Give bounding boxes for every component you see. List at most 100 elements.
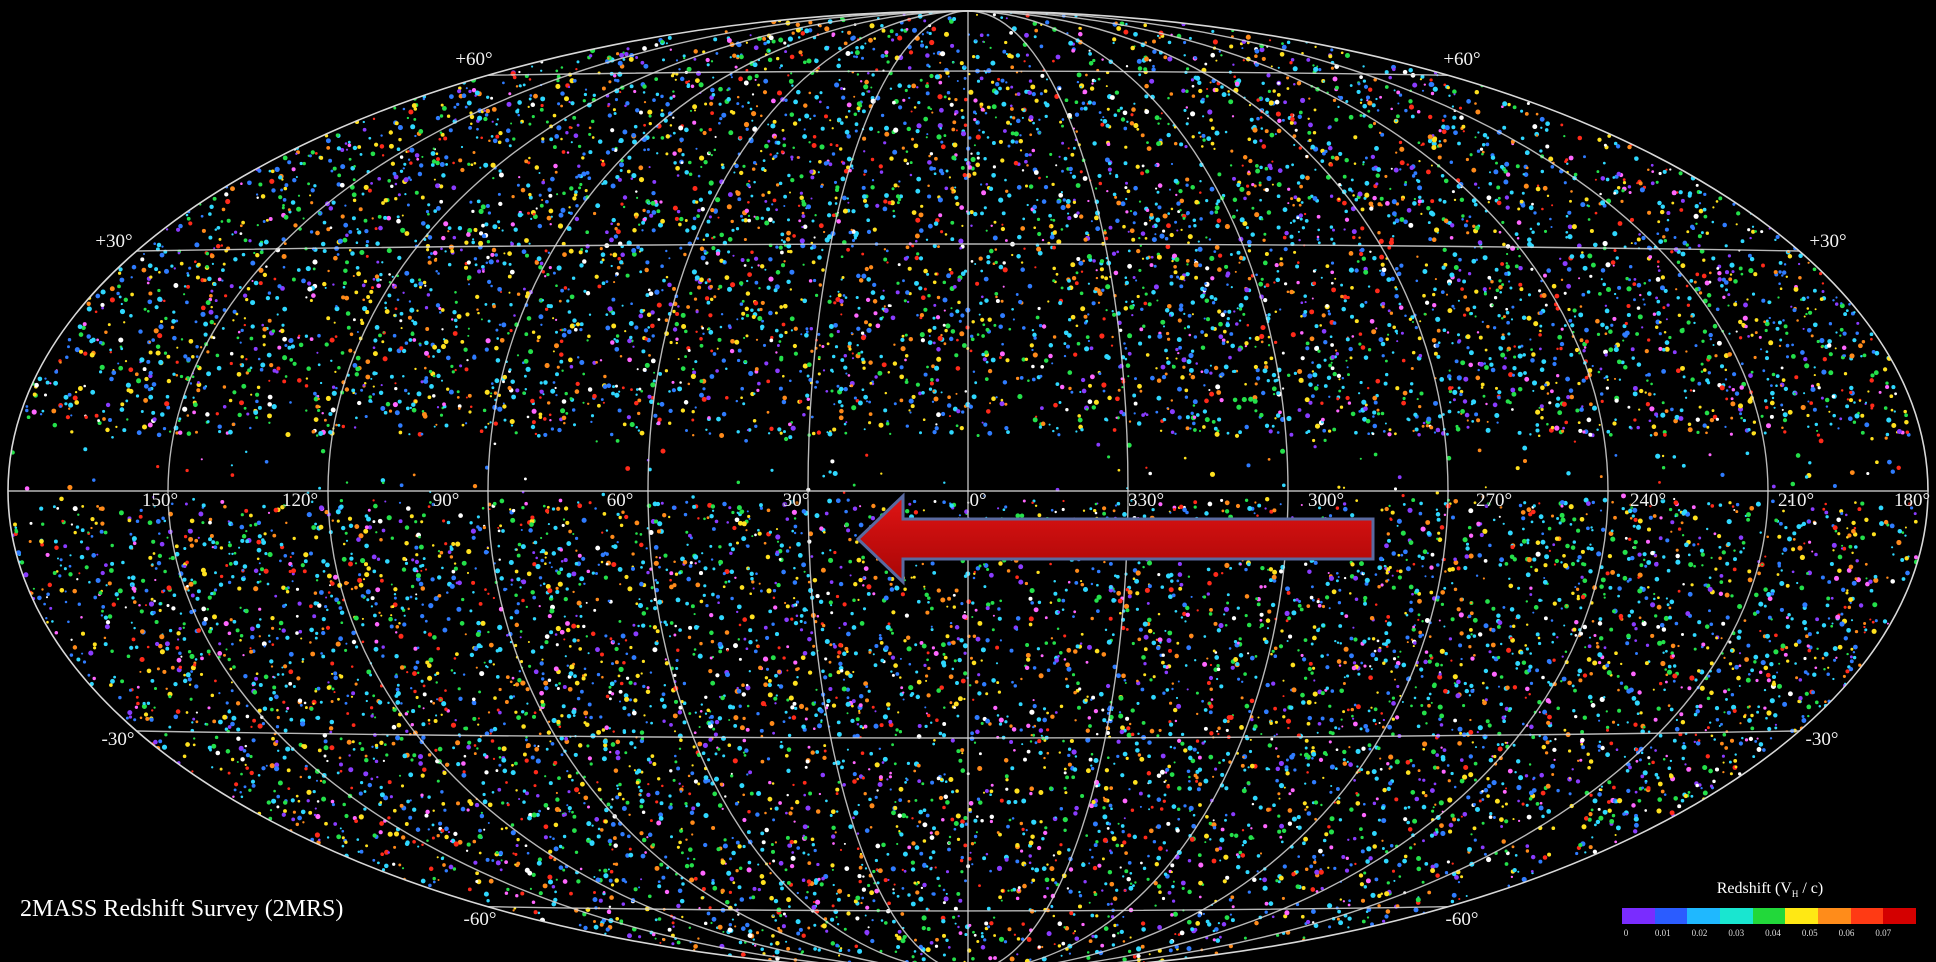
galaxy-point — [1488, 287, 1491, 290]
galaxy-point — [483, 162, 489, 168]
galaxy-point — [319, 590, 324, 595]
galaxy-point — [432, 701, 436, 705]
galaxy-point — [1152, 49, 1157, 54]
galaxy-point — [1142, 866, 1147, 871]
galaxy-point — [1321, 853, 1325, 857]
galaxy-point — [763, 78, 769, 84]
galaxy-point — [130, 575, 136, 581]
galaxy-point — [785, 604, 790, 609]
galaxy-point — [920, 43, 925, 48]
galaxy-point — [182, 626, 185, 629]
galaxy-point — [146, 701, 151, 705]
galaxy-point — [707, 758, 711, 762]
galaxy-point — [1395, 715, 1400, 720]
galaxy-point — [1175, 357, 1178, 360]
galaxy-point — [743, 237, 747, 242]
galaxy-point — [972, 576, 976, 580]
galaxy-point — [404, 561, 409, 566]
galaxy-point — [816, 614, 820, 618]
galaxy-point — [797, 204, 801, 208]
galaxy-point — [1837, 644, 1843, 650]
galaxy-point — [445, 162, 449, 166]
galaxy-point — [521, 506, 525, 510]
galaxy-point — [901, 334, 905, 338]
galaxy-point — [1670, 643, 1676, 649]
galaxy-point — [1497, 390, 1502, 395]
galaxy-point — [991, 678, 996, 683]
galaxy-point — [745, 683, 749, 687]
galaxy-point — [796, 89, 801, 95]
galaxy-point — [1483, 668, 1489, 674]
galaxy-point — [1659, 516, 1663, 520]
galaxy-point — [436, 646, 440, 651]
galaxy-point — [793, 839, 798, 844]
galaxy-point — [462, 673, 466, 676]
galaxy-point — [807, 636, 812, 642]
galaxy-point — [1830, 596, 1834, 600]
galaxy-point — [516, 715, 521, 720]
galaxy-point — [576, 624, 580, 629]
galaxy-point — [980, 659, 983, 662]
galaxy-point — [1416, 724, 1421, 729]
galaxy-point — [1458, 897, 1461, 901]
galaxy-point — [447, 226, 452, 230]
galaxy-point — [1863, 631, 1866, 634]
galaxy-point — [554, 386, 557, 390]
galaxy-point — [261, 538, 265, 542]
galaxy-point — [1004, 505, 1008, 509]
galaxy-point — [1138, 341, 1143, 346]
galaxy-point — [431, 544, 435, 547]
galaxy-point — [1451, 515, 1455, 520]
galaxy-point — [1162, 664, 1167, 669]
galaxy-point — [506, 101, 512, 107]
galaxy-point — [587, 805, 590, 809]
galaxy-point — [1839, 334, 1842, 337]
galaxy-point — [338, 606, 343, 610]
galaxy-point — [1045, 728, 1050, 732]
galaxy-point — [1133, 185, 1138, 191]
galaxy-point — [560, 408, 566, 414]
galaxy-point — [1544, 303, 1548, 307]
galaxy-point — [1279, 257, 1283, 261]
galaxy-point — [926, 651, 930, 655]
galaxy-point — [908, 662, 912, 666]
galaxy-point — [609, 750, 612, 754]
galaxy-point — [619, 260, 624, 265]
galaxy-point — [450, 838, 456, 844]
galaxy-point — [287, 160, 292, 165]
galaxy-point — [1136, 127, 1140, 131]
galaxy-point — [456, 314, 462, 319]
galaxy-point — [1272, 803, 1276, 808]
galaxy-point — [218, 430, 222, 434]
galaxy-point — [609, 869, 614, 874]
galaxy-point — [445, 355, 451, 361]
galaxy-point — [906, 126, 912, 132]
galaxy-point — [1163, 793, 1167, 797]
galaxy-point — [1111, 251, 1117, 256]
galaxy-point — [276, 366, 281, 371]
galaxy-point — [637, 603, 644, 609]
galaxy-point — [753, 649, 758, 654]
galaxy-point — [671, 388, 676, 393]
galaxy-point — [863, 681, 869, 687]
galaxy-point — [1833, 575, 1840, 581]
galaxy-point — [1581, 824, 1587, 830]
galaxy-point — [892, 888, 895, 891]
galaxy-point — [1785, 355, 1790, 359]
galaxy-point — [658, 565, 661, 569]
galaxy-point — [1416, 855, 1422, 862]
galaxy-point — [945, 870, 950, 874]
galaxy-point — [897, 83, 902, 88]
galaxy-point — [552, 381, 556, 384]
galaxy-point — [427, 632, 433, 637]
galaxy-point — [1677, 644, 1680, 648]
galaxy-point — [775, 550, 780, 554]
galaxy-point — [1455, 426, 1461, 432]
galaxy-point — [569, 186, 574, 191]
galaxy-point — [611, 561, 617, 568]
galaxy-point — [1277, 880, 1281, 884]
galaxy-point — [492, 304, 496, 309]
galaxy-point — [1400, 530, 1406, 536]
galaxy-point — [473, 161, 477, 165]
galaxy-point — [324, 605, 328, 609]
